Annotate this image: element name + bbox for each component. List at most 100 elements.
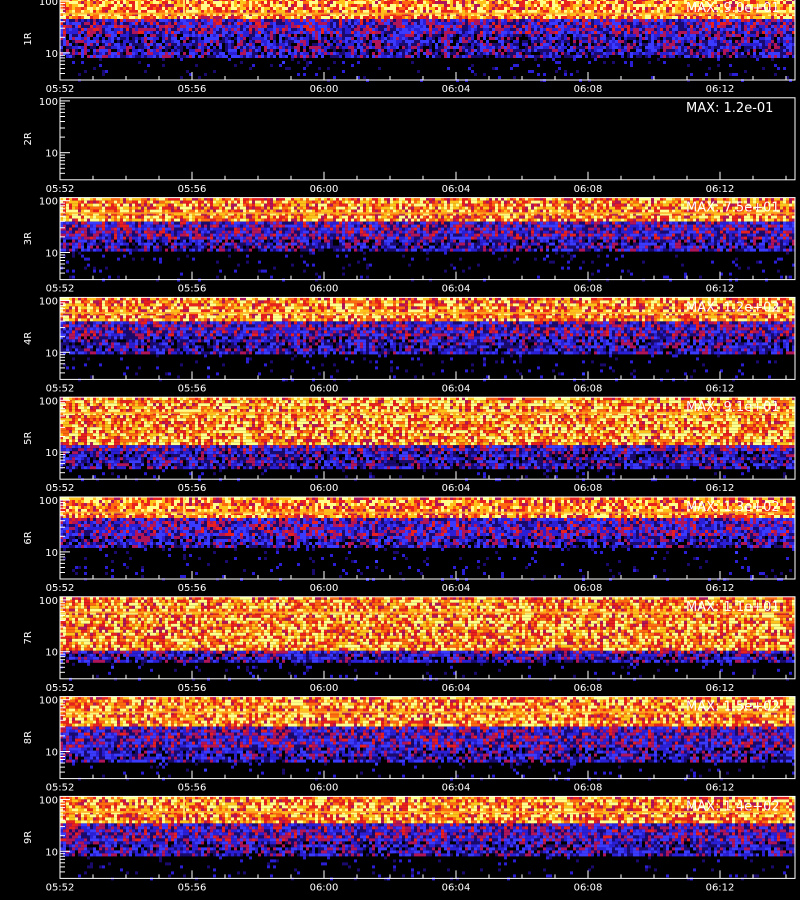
heat-cell — [426, 1, 429, 4]
heat-cell — [273, 1, 276, 4]
heat-cell — [420, 4, 423, 7]
heat-cell — [615, 0, 618, 1]
heat-cell — [642, 4, 645, 7]
heat-cell — [204, 4, 207, 7]
heat-cell — [186, 1, 189, 4]
heat-cell — [351, 4, 354, 7]
heat-cell — [117, 7, 120, 10]
heat-cell — [579, 4, 582, 7]
heat-cell — [399, 0, 402, 1]
heat-cell — [282, 4, 285, 7]
heat-cell — [282, 0, 285, 1]
heat-cell — [96, 4, 99, 7]
heat-cell — [312, 1, 315, 4]
heat-cell — [66, 4, 69, 7]
heat-cell — [405, 4, 408, 7]
heat-cell — [129, 7, 132, 10]
heat-cell — [87, 0, 90, 1]
heat-cell — [129, 4, 132, 7]
heat-cell — [120, 4, 123, 7]
heat-cell — [123, 4, 126, 7]
heat-cell — [177, 4, 180, 7]
heat-cell — [159, 7, 162, 10]
heat-cell — [561, 4, 564, 7]
heat-cell — [84, 0, 87, 1]
heat-cell — [570, 0, 573, 1]
heat-cell — [663, 0, 666, 1]
heat-cell — [117, 4, 120, 7]
heat-cell — [534, 0, 537, 1]
heat-cell — [75, 0, 78, 1]
heat-cell — [240, 4, 243, 7]
heat-cell — [309, 1, 312, 4]
heat-cell — [360, 4, 363, 7]
heat-cell — [516, 1, 519, 4]
heat-cell — [663, 1, 666, 4]
heat-cell — [357, 4, 360, 7]
heat-cell — [93, 0, 96, 1]
heat-cell — [411, 1, 414, 4]
heat-cell — [102, 7, 105, 10]
heat-cell — [135, 0, 138, 1]
heat-cell — [150, 1, 153, 4]
heat-cell — [246, 0, 249, 1]
heat-cell — [339, 0, 342, 1]
heat-cell — [273, 4, 276, 7]
heat-cell — [147, 4, 150, 7]
heat-cell — [186, 7, 189, 10]
heat-cell — [327, 1, 330, 4]
heat-cell — [87, 1, 90, 4]
heat-cell — [630, 4, 633, 7]
heat-cell — [171, 7, 174, 10]
heat-cell — [387, 0, 390, 1]
heat-cell — [168, 4, 171, 7]
heat-cell — [117, 0, 120, 1]
heat-cell — [645, 4, 648, 7]
heat-cell — [468, 0, 471, 1]
heat-cell — [81, 1, 84, 4]
heat-cell — [336, 4, 339, 7]
heat-cell — [546, 0, 549, 1]
heat-cell — [93, 4, 96, 7]
heat-cell — [81, 0, 84, 1]
heat-cell — [540, 4, 543, 7]
heat-cell — [114, 0, 117, 1]
heat-cell — [162, 4, 165, 7]
heat-cell — [519, 0, 522, 1]
heat-cell — [567, 4, 570, 7]
heat-cell — [198, 4, 201, 7]
heat-cell — [678, 1, 681, 4]
heat-cell — [411, 4, 414, 7]
heat-cell — [408, 4, 411, 7]
heat-cell — [111, 7, 114, 10]
heat-cell — [549, 0, 552, 1]
heat-cell — [477, 4, 480, 7]
heat-cell — [648, 4, 651, 7]
heat-cell — [288, 1, 291, 4]
heat-cell — [84, 1, 87, 4]
heat-cell — [654, 4, 657, 7]
heat-cell — [81, 4, 84, 7]
heat-cell — [393, 4, 396, 7]
heat-cell — [453, 4, 456, 7]
heat-cell — [567, 1, 570, 4]
heat-cell — [108, 0, 111, 1]
heat-cell — [288, 4, 291, 7]
heat-cell — [162, 1, 165, 4]
heat-cell — [582, 4, 585, 7]
heat-cell — [261, 0, 264, 1]
heat-cell — [459, 0, 462, 1]
heat-cell — [444, 0, 447, 1]
heat-cell — [531, 4, 534, 7]
heat-cell — [228, 1, 231, 4]
heat-cell — [570, 4, 573, 7]
heat-cell — [582, 1, 585, 4]
heat-cell — [477, 1, 480, 4]
heat-cell — [270, 4, 273, 7]
heat-cell — [528, 0, 531, 1]
heat-cell — [588, 1, 591, 4]
heat-cell — [297, 0, 300, 1]
heat-cell — [651, 4, 654, 7]
heat-cell — [675, 4, 678, 7]
heat-cell — [786, 1, 789, 4]
